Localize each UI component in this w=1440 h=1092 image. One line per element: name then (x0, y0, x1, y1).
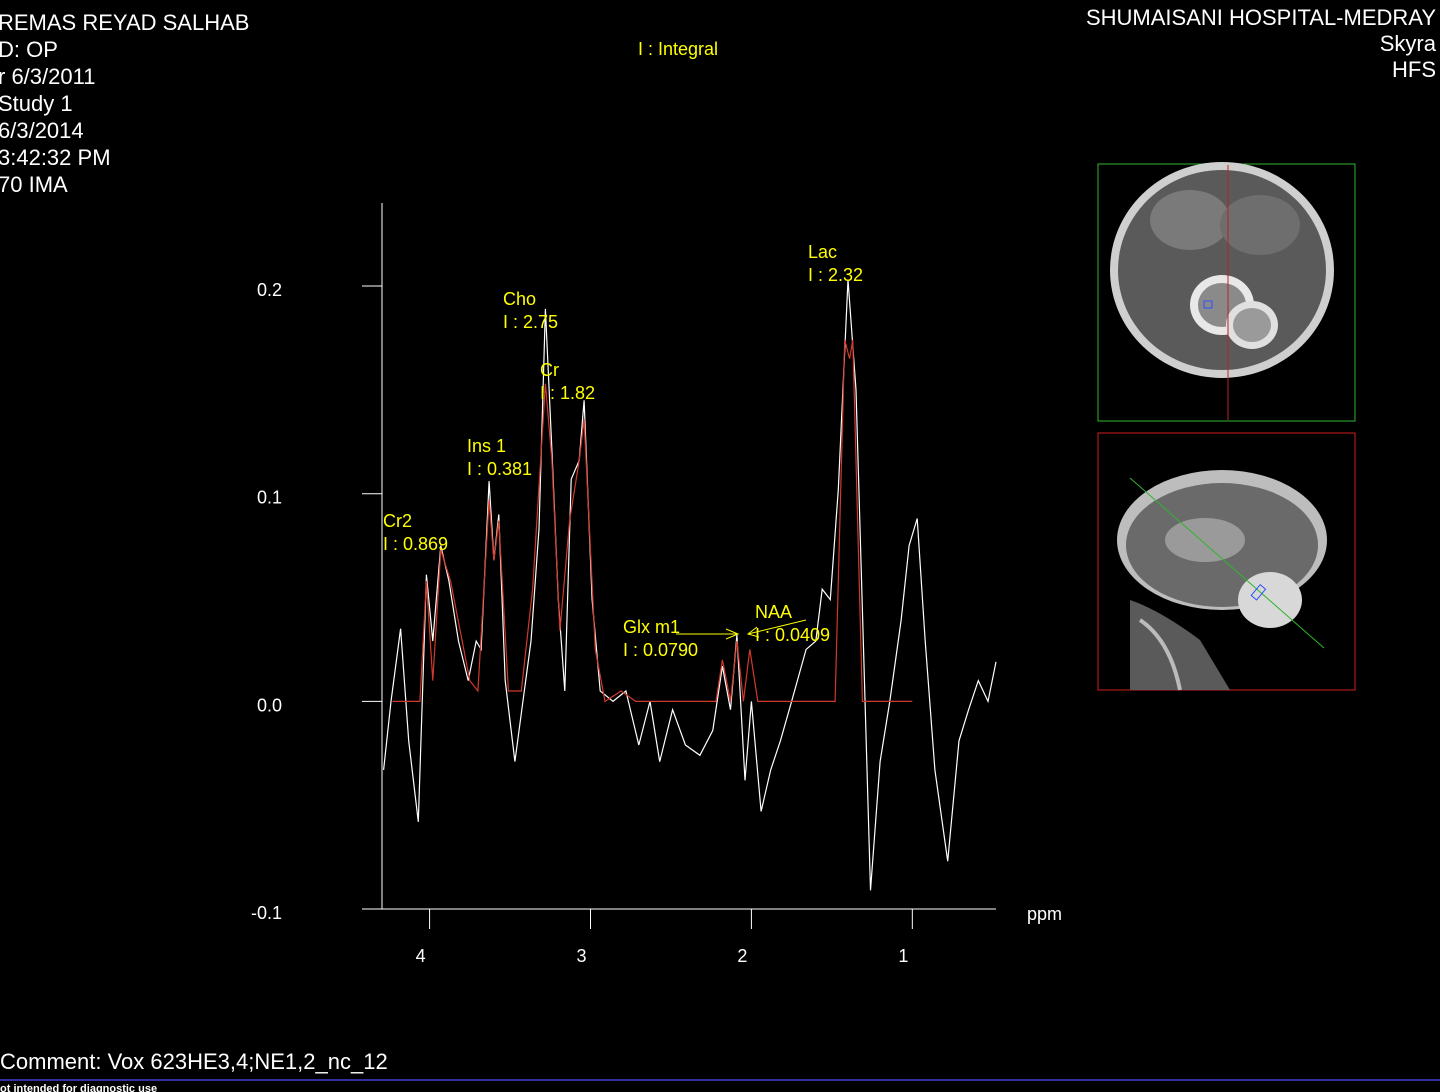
x-tick-label: 1 (898, 946, 908, 966)
arrow-head (746, 626, 760, 638)
patient-info: Study 1 (0, 91, 73, 116)
peak-integral: I : 0.0790 (623, 640, 698, 660)
peak-label: Lac (808, 242, 837, 262)
y-tick-label: 0.2 (257, 280, 282, 300)
patient-info: D: OP (0, 37, 58, 62)
patient-info: r 6/3/2011 (0, 64, 95, 89)
patient-info: 70 IMA (0, 172, 68, 197)
disclaimer: ot intended for diagnostic use (0, 1083, 157, 1092)
site-info: HFS (1392, 57, 1436, 82)
integral-note: I : Integral (638, 39, 718, 59)
peak-integral: I : 0.381 (467, 459, 532, 479)
patient-info: REMAS REYAD SALHAB (0, 10, 249, 35)
x-tick-label: 3 (576, 946, 586, 966)
arrow (747, 619, 807, 635)
peak-label: Ins 1 (467, 436, 506, 456)
peak-label: NAA (755, 602, 792, 622)
patient-info: 3:42:32 PM (0, 145, 111, 170)
axial-image (1097, 162, 1356, 422)
peak-integral: I : 0.0409 (755, 625, 830, 645)
y-tick-label: 0.0 (257, 695, 282, 715)
peak-integral: I : 2.75 (503, 312, 558, 332)
spectrum-line (392, 339, 913, 703)
peak-integral: I : 0.869 (383, 534, 448, 554)
peak-label: Cr (540, 360, 559, 380)
y-tick-label: -0.1 (251, 903, 282, 923)
x-tick-label: 2 (737, 946, 747, 966)
y-tick-label: 0.1 (257, 488, 282, 508)
comment: Comment: Vox 623HE3,4;NE1,2_nc_12 (0, 1049, 388, 1074)
x-tick-label: 4 (416, 946, 426, 966)
peak-integral: I : 2.32 (808, 265, 863, 285)
patient-info: 6/3/2014 (0, 118, 84, 143)
sagittal-image (1097, 432, 1356, 691)
site-info: Skyra (1380, 31, 1437, 56)
site-info: SHUMAISANI HOSPITAL-MEDRAY (1086, 5, 1436, 30)
peak-integral: I : 1.82 (540, 383, 595, 403)
peak-label: Cr2 (383, 511, 412, 531)
arrow-head (725, 628, 740, 640)
x-axis-label: ppm (1027, 904, 1062, 924)
spectrum-line (383, 279, 997, 891)
peak-label: Glx m1 (623, 617, 680, 637)
peak-label: Cho (503, 289, 536, 309)
